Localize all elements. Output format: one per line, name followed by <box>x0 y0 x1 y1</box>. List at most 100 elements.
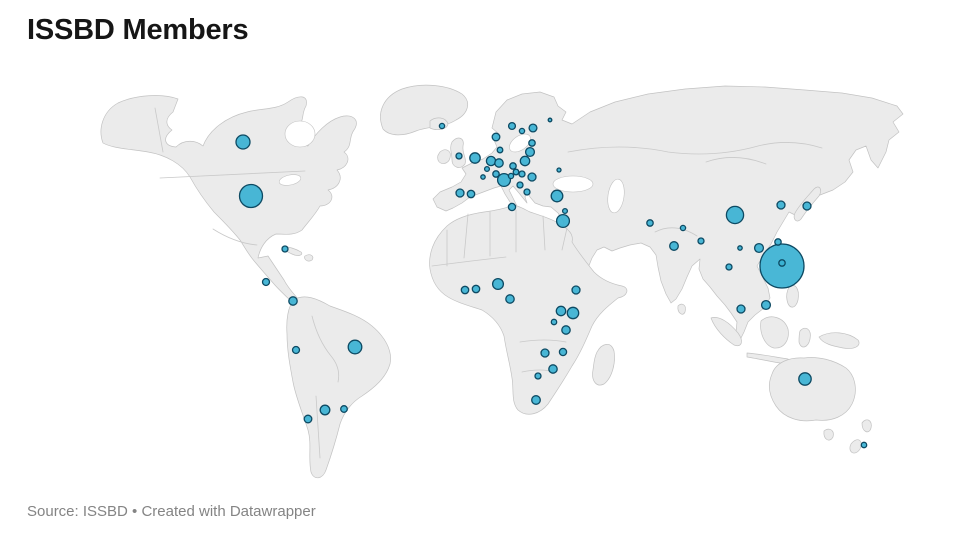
member-bubble-brazil[interactable] <box>347 339 363 355</box>
member-bubble-new-zealand[interactable] <box>860 441 868 449</box>
member-bubble-latvia[interactable] <box>524 146 536 158</box>
member-bubble-zambia[interactable] <box>540 348 550 358</box>
member-bubble-united-kingdom[interactable] <box>469 152 481 164</box>
member-bubble-vietnam-north[interactable] <box>725 263 733 271</box>
island-sri-lanka <box>677 303 686 315</box>
continent-africa <box>429 205 628 415</box>
member-bubble-tanzania[interactable] <box>561 325 571 335</box>
continent-south-america <box>286 296 391 479</box>
member-bubble-rwanda[interactable] <box>550 318 558 326</box>
member-bubble-moldova[interactable] <box>556 167 562 173</box>
member-bubble-switzerland[interactable] <box>492 170 500 178</box>
member-bubble-cyprus[interactable] <box>561 207 569 215</box>
island-new-zealand-south <box>849 439 862 454</box>
member-bubble-vietnam-south[interactable] <box>760 299 772 311</box>
black-sea <box>552 175 594 193</box>
member-bubble-malta[interactable] <box>507 202 517 212</box>
member-bubble-netherlands[interactable] <box>485 155 497 167</box>
member-bubble-caribbean[interactable] <box>281 245 289 253</box>
member-bubble-south-korea[interactable] <box>776 200 786 210</box>
member-bubble-kenya[interactable] <box>566 306 580 320</box>
member-bubble-ireland[interactable] <box>455 152 463 160</box>
member-bubble-peru[interactable] <box>291 345 301 355</box>
member-bubble-france[interactable] <box>480 174 486 180</box>
island-hispaniola <box>304 254 314 262</box>
member-bubble-sweden-south[interactable] <box>518 127 526 135</box>
member-bubble-pakistan[interactable] <box>646 219 654 227</box>
member-bubble-central-america[interactable] <box>261 277 271 287</box>
member-bubble-chile[interactable] <box>303 414 313 424</box>
member-bubble-greece[interactable] <box>523 188 531 196</box>
member-bubble-croatia[interactable] <box>507 172 515 180</box>
member-bubble-norway[interactable] <box>491 132 501 142</box>
member-bubble-italy[interactable] <box>496 172 512 188</box>
member-bubble-taiwan[interactable] <box>753 242 765 254</box>
lakes-layer <box>278 120 625 214</box>
member-bubble-australia[interactable] <box>798 372 812 386</box>
member-bubble-denmark[interactable] <box>496 146 504 154</box>
member-bubble-malawi[interactable] <box>558 347 568 357</box>
member-bubble-botswana[interactable] <box>534 372 542 380</box>
island-greenland <box>380 84 469 136</box>
great-lakes <box>278 174 302 186</box>
member-bubble-spain[interactable] <box>466 189 476 199</box>
island-sumatra <box>710 317 742 347</box>
member-bubble-cote-d-ivoire[interactable] <box>460 285 470 295</box>
member-bubble-nigeria[interactable] <box>491 277 505 291</box>
member-bubble-germany[interactable] <box>494 158 504 168</box>
country-borders <box>154 107 823 459</box>
member-bubble-portugal[interactable] <box>455 188 465 198</box>
member-bubble-philippines[interactable] <box>778 259 786 267</box>
member-bubble-bangladesh[interactable] <box>697 237 705 245</box>
member-bubble-uruguay[interactable] <box>340 405 348 413</box>
island-new-zealand-north <box>861 419 872 433</box>
member-bubble-czechia[interactable] <box>509 162 517 170</box>
island-philippines <box>786 285 799 308</box>
member-bubble-belgium[interactable] <box>483 165 491 173</box>
continent-eurasia <box>432 85 904 341</box>
member-bubble-hong-kong[interactable] <box>737 245 743 251</box>
island-sulawesi <box>798 327 811 348</box>
member-bubble-romania[interactable] <box>527 172 537 182</box>
member-bubble-india[interactable] <box>669 241 679 251</box>
island-borneo <box>760 316 789 349</box>
member-bubble-finland[interactable] <box>528 123 538 133</box>
member-bubble-thailand[interactable] <box>736 304 746 314</box>
member-bubble-israel[interactable] <box>555 213 571 229</box>
source-text: Source: ISSBD • Created with Datawrapper <box>27 503 316 520</box>
chart-title: ISSBD Members <box>27 14 249 46</box>
island-iceland <box>429 117 449 130</box>
member-bubble-ghana[interactable] <box>471 284 481 294</box>
member-bubble-cameroon[interactable] <box>505 294 515 304</box>
member-bubble-uganda[interactable] <box>555 305 567 317</box>
member-bubble-east-china-coast[interactable] <box>774 238 782 246</box>
baltic-sea <box>509 133 531 153</box>
member-bubble-sweden[interactable] <box>507 121 517 131</box>
member-bubble-zimbabwe[interactable] <box>548 364 558 374</box>
continents-layer <box>100 84 904 479</box>
member-bubble-serbia[interactable] <box>516 181 524 189</box>
member-bubble-nepal[interactable] <box>679 224 687 232</box>
island-new-guinea <box>818 332 860 349</box>
continent-australia <box>769 357 856 422</box>
member-bubble-colombia[interactable] <box>288 296 298 306</box>
island-madagascar <box>592 344 615 386</box>
member-bubble-iceland[interactable] <box>438 122 446 130</box>
member-bubble-canada[interactable] <box>235 134 251 150</box>
island-tasmania <box>823 428 834 441</box>
member-bubble-ethiopia[interactable] <box>571 285 581 295</box>
continent-north-america <box>100 95 357 306</box>
member-bubble-poland[interactable] <box>519 155 531 167</box>
member-bubble-hungary[interactable] <box>518 170 526 178</box>
member-bubble-northwest-russia[interactable] <box>547 117 553 123</box>
member-bubble-austria[interactable] <box>512 168 520 176</box>
member-bubble-japan[interactable] <box>802 201 812 211</box>
member-bubble-argentina[interactable] <box>319 404 331 416</box>
member-bubble-estonia[interactable] <box>528 139 536 147</box>
member-bubble-turkey[interactable] <box>550 189 564 203</box>
member-bubble-south-africa[interactable] <box>531 395 541 405</box>
member-bubble-united-states[interactable] <box>238 183 264 209</box>
member-bubble-china[interactable] <box>725 205 745 225</box>
